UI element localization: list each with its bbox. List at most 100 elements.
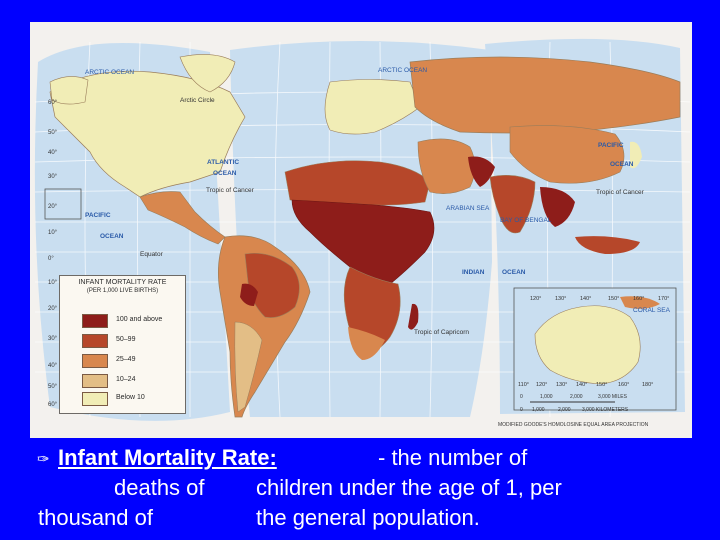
label-arabian-sea: ARABIAN SEA [446,205,490,212]
map-legend: INFANT MORTALITY RATE (PER 1,000 LIVE BI… [59,275,186,414]
legend-subtitle: (PER 1,000 LIVE BIRTHS) [86,288,159,294]
legend-row: 100 and above [82,314,182,328]
lat-tick: 10° [48,280,58,286]
alaska [49,76,89,105]
inset-tick-top: 150° [608,296,619,302]
brazil [244,253,300,318]
label-pacific-e-ocean: OCEAN [610,161,634,168]
legend-label: 10–24 [116,376,136,383]
north-america-canada-usa [49,70,246,198]
caption-line-3a: thousand of [38,505,153,530]
lat-tick: 40° [48,363,58,369]
caption-line-1: ✑ Infant Mortality Rate: - the number of [37,443,698,473]
pen-bullet-icon: ✑ [37,451,50,468]
pacific-inset-frame [44,188,82,220]
label-atlantic-ocean: OCEAN [213,170,237,177]
india [489,175,536,234]
label-tropic-capricorn: Tropic of Capricorn [414,329,469,336]
legend-swatch [82,374,108,388]
label-pacific-e: PACIFIC [598,142,624,149]
inset-tick-top: 170° [658,296,669,302]
australia [534,305,641,385]
inset-tick-top: 120° [530,296,541,302]
scale-miles-tick: 3,000 MILES [598,394,628,400]
japan [630,141,642,169]
scale-bar: 0 1,000 2,000 3,000 MILES 0 1,000 2,000 … [498,394,649,428]
lat-tick: 60° [48,402,58,408]
bolivia [240,283,258,306]
label-tropic-cancer-w: Tropic of Cancer [206,187,255,194]
legend-label: Below 10 [116,394,145,401]
caption-line-2: deaths of children under the age of 1, p… [38,473,698,503]
legend-row: 50–99 [82,334,182,348]
inset-tick-top: 130° [555,296,566,302]
label-indian: INDIAN [462,269,485,276]
inset-tick-bottom: 110° [518,382,529,388]
lat-tick: 50° [48,130,58,136]
label-coral-sea: CORAL SEA [633,307,671,314]
definition-caption: ✑ Infant Mortality Rate: - the number of… [37,443,698,533]
scale-km-tick: 3,000 KILOMETERS [582,407,629,413]
chile-argentina [234,321,263,413]
southeast-asia [540,187,575,227]
south-africa [348,327,385,360]
lat-tick: 10° [48,230,58,236]
term-heading: Infant Mortality Rate: [58,445,277,470]
china [509,125,625,184]
label-arctic-ocean-1: ARCTIC OCEAN [85,69,134,76]
lat-tick: 30° [48,336,58,342]
label-tropic-cancer-e: Tropic of Cancer [596,189,645,196]
inset-tick-bottom: 160° [618,382,629,388]
mexico-central-america [139,191,226,245]
lat-tick: 20° [48,204,58,210]
scale-miles-tick: 0 [520,394,523,400]
legend-title: INFANT MORTALITY RATE [78,279,167,286]
new-guinea [620,296,660,309]
label-bay-of-bengal: BAY OF BENGAL [500,217,552,224]
inset-tick-top: 140° [580,296,591,302]
indonesia [575,236,640,254]
scale-km-tick: 1,000 [532,407,545,413]
label-indian-ocean: OCEAN [502,269,526,276]
europe [324,79,421,135]
afghanistan-pakistan [468,156,495,187]
legend-swatch [82,354,108,368]
label-pacific-w-ocean: OCEAN [100,233,124,240]
scale-miles-tick: 2,000 [570,394,583,400]
label-atlantic: ATLANTIC [207,159,239,166]
label-pacific-w: PACIFIC [85,212,111,219]
caption-line-1-rest: - the number of [378,445,528,470]
madagascar [408,303,419,330]
inset-tick-bottom: 130° [556,382,567,388]
caption-line-2b: children under the age of 1, per [256,475,562,500]
legend-label: 100 and above [116,316,163,323]
legend-row: 10–24 [82,374,182,388]
caption-line-3: thousand of the general population. [38,503,698,533]
lat-tick: 20° [48,306,58,312]
inset-tick-bottom: 140° [576,382,587,388]
legend-label: 25–49 [116,356,136,363]
legend-swatch [82,334,108,348]
inset-tick-bottom: 150° [596,382,607,388]
middle-east [417,138,476,194]
sahel-central-africa [291,199,435,285]
caption-line-2a: deaths of [114,475,205,500]
lat-tick: 30° [48,174,58,180]
projection-note: MODIFIED GOODE'S HOMOLOSINE EQUAL AREA P… [498,422,649,428]
lat-tick: 40° [48,150,58,156]
scale-km-tick: 2,000 [558,407,571,413]
inset-tick-bottom: 180° [642,382,653,388]
label-arctic-ocean-2: ARCTIC OCEAN [378,67,427,74]
lat-tick: 0° [48,256,54,262]
label-equator: Equator [140,251,164,258]
legend-label: 50–99 [116,336,136,343]
legend-swatch [82,392,108,406]
scale-miles-tick: 1,000 [540,394,553,400]
lat-tick: 50° [48,384,58,390]
label-arctic-circle: Arctic Circle [180,97,215,104]
caption-line-3b: the general population. [256,505,480,530]
scale-km-tick: 0 [520,407,523,413]
inset-tick-bottom: 120° [536,382,547,388]
russia [409,56,681,134]
inset-tick-top: 160° [633,296,644,302]
